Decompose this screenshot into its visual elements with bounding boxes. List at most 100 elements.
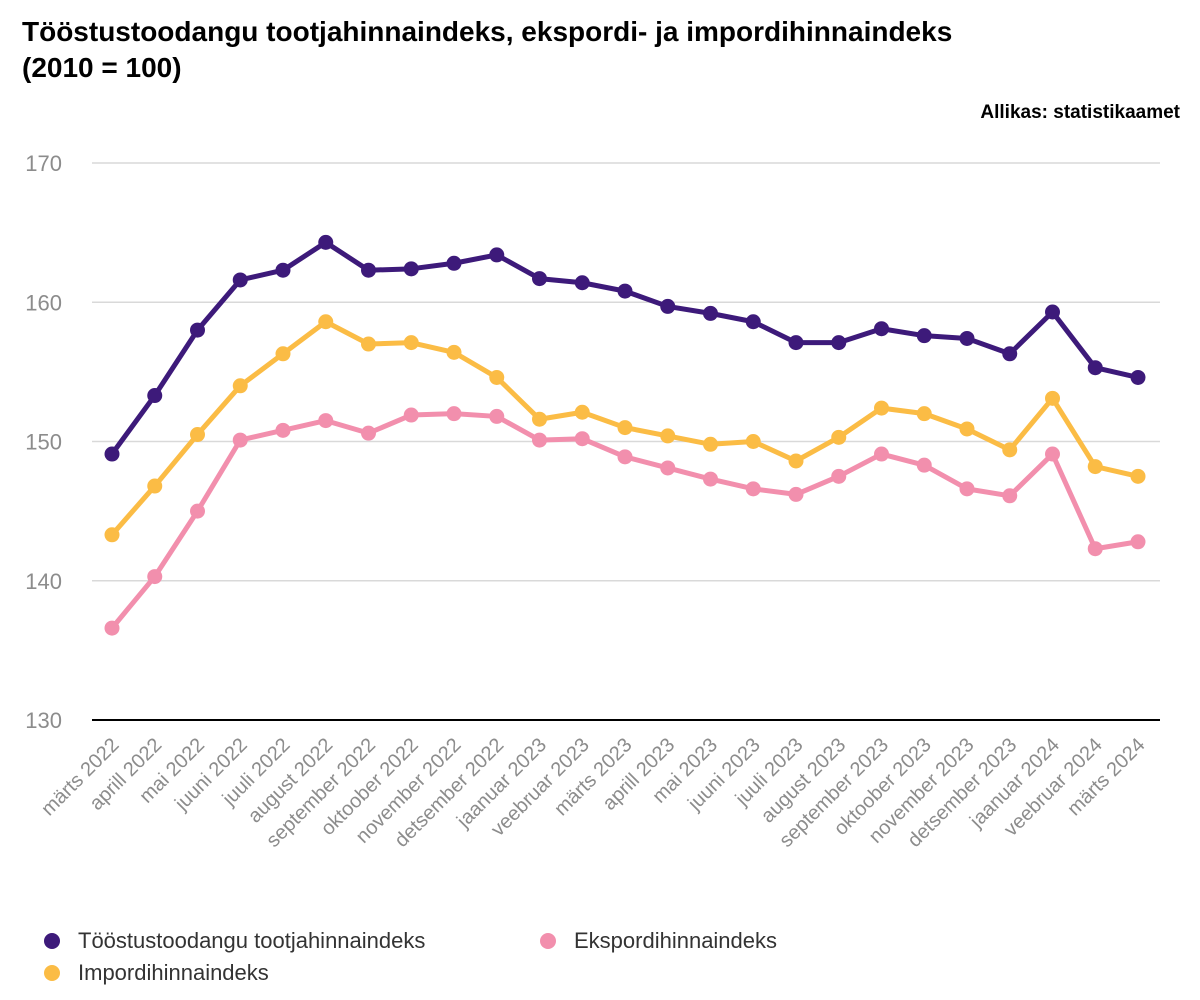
gridlines <box>92 162 1160 721</box>
data-point-1-24 <box>1130 468 1146 484</box>
data-point-0-19 <box>916 328 932 344</box>
data-point-0-9 <box>489 247 505 263</box>
data-point-2-12 <box>617 449 633 465</box>
data-point-2-5 <box>318 413 334 429</box>
data-point-0-6 <box>361 262 376 278</box>
data-point-1-14 <box>703 436 718 452</box>
data-point-0-21 <box>1002 346 1018 362</box>
data-point-0-23 <box>1087 360 1103 376</box>
y-tick-label-140: 140 <box>25 569 62 594</box>
series-1 <box>104 314 1146 543</box>
data-point-0-16 <box>788 335 804 351</box>
data-point-2-6 <box>361 425 376 441</box>
legend-marker-export <box>540 933 556 949</box>
data-point-2-23 <box>1087 541 1103 557</box>
series-0 <box>104 234 1146 462</box>
y-tick-label-130: 130 <box>25 708 62 733</box>
data-point-2-1 <box>147 569 163 585</box>
legend-item-import: Impordihinnaindeks <box>44 960 269 986</box>
data-point-2-16 <box>788 486 804 502</box>
data-point-1-18 <box>874 400 889 416</box>
source-label: Allikas: statistikaamet <box>980 102 1180 123</box>
data-point-2-24 <box>1130 534 1146 550</box>
data-point-1-13 <box>660 428 676 444</box>
data-point-0-0 <box>104 446 120 462</box>
data-point-1-15 <box>745 434 761 449</box>
legend-label-export: Ekspordihinnaindeks <box>574 928 778 953</box>
data-point-0-10 <box>532 271 547 287</box>
data-point-1-11 <box>574 404 590 420</box>
data-point-2-7 <box>403 407 419 423</box>
legend-marker-producer <box>44 933 60 949</box>
data-point-0-4 <box>275 262 291 278</box>
data-point-1-3 <box>232 378 248 394</box>
data-point-2-8 <box>446 406 462 422</box>
data-point-1-16 <box>788 453 804 469</box>
data-point-1-10 <box>532 411 547 427</box>
data-point-1-19 <box>916 406 932 422</box>
data-point-2-22 <box>1045 446 1060 462</box>
data-point-1-2 <box>190 427 205 443</box>
data-point-0-14 <box>703 305 718 321</box>
chart-title-line1: Tööstustoodangu tootjahinnaindeks, ekspo… <box>22 16 953 47</box>
data-point-2-4 <box>275 422 291 438</box>
data-point-1-22 <box>1045 390 1060 406</box>
data-point-0-2 <box>190 322 205 338</box>
y-tick-label-160: 160 <box>25 290 62 315</box>
legend-label-import: Impordihinnaindeks <box>78 960 269 985</box>
data-point-2-9 <box>489 408 505 424</box>
data-point-1-20 <box>959 421 975 437</box>
data-point-1-23 <box>1087 459 1103 475</box>
data-point-2-2 <box>190 503 205 519</box>
data-point-2-0 <box>104 620 120 636</box>
data-point-1-5 <box>318 314 334 330</box>
data-point-2-20 <box>959 481 975 497</box>
series-2 <box>104 406 1146 636</box>
legend-item-export: Ekspordihinnaindeks <box>540 928 777 954</box>
data-point-2-19 <box>916 457 932 473</box>
series-layer <box>104 234 1146 636</box>
data-point-0-11 <box>574 275 590 291</box>
data-point-0-15 <box>745 314 761 330</box>
data-point-0-1 <box>147 388 163 404</box>
data-point-2-13 <box>660 460 676 476</box>
data-point-1-6 <box>361 336 376 352</box>
data-point-0-22 <box>1045 304 1060 320</box>
data-point-0-20 <box>959 330 975 346</box>
data-point-2-17 <box>831 468 847 484</box>
data-point-1-4 <box>275 346 291 362</box>
y-tick-label-150: 150 <box>25 430 62 455</box>
data-point-0-17 <box>831 335 847 351</box>
data-point-0-13 <box>660 298 676 314</box>
data-point-0-12 <box>617 283 633 299</box>
data-point-0-5 <box>318 234 334 250</box>
y-axis-ticks: 130 140 150 160 170 <box>25 151 62 733</box>
series-line-2 <box>109 411 1141 631</box>
data-point-0-3 <box>232 272 248 288</box>
data-point-1-17 <box>831 429 847 445</box>
data-point-1-1 <box>147 478 163 494</box>
data-point-1-0 <box>104 527 120 543</box>
data-point-2-18 <box>874 446 889 462</box>
legend-label-producer: Tööstustoodangu tootjahinnaindeks <box>78 928 426 953</box>
data-point-1-8 <box>446 344 462 360</box>
legend-item-producer: Tööstustoodangu tootjahinnaindeks <box>44 928 425 954</box>
data-point-2-11 <box>574 431 590 447</box>
data-point-0-24 <box>1130 369 1146 385</box>
data-point-2-3 <box>232 432 248 448</box>
data-point-2-21 <box>1002 488 1018 504</box>
data-point-0-7 <box>403 261 419 277</box>
data-point-2-10 <box>532 432 547 448</box>
data-point-1-21 <box>1002 442 1018 458</box>
data-point-0-8 <box>446 255 462 271</box>
data-point-2-14 <box>703 471 718 487</box>
chart-title-line2: (2010 = 100) <box>22 52 182 83</box>
data-point-1-9 <box>489 369 505 385</box>
data-point-0-18 <box>874 321 889 337</box>
y-tick-label-170: 170 <box>25 151 62 176</box>
data-point-2-15 <box>745 481 761 497</box>
data-point-1-7 <box>403 335 419 351</box>
data-point-1-12 <box>617 420 633 436</box>
